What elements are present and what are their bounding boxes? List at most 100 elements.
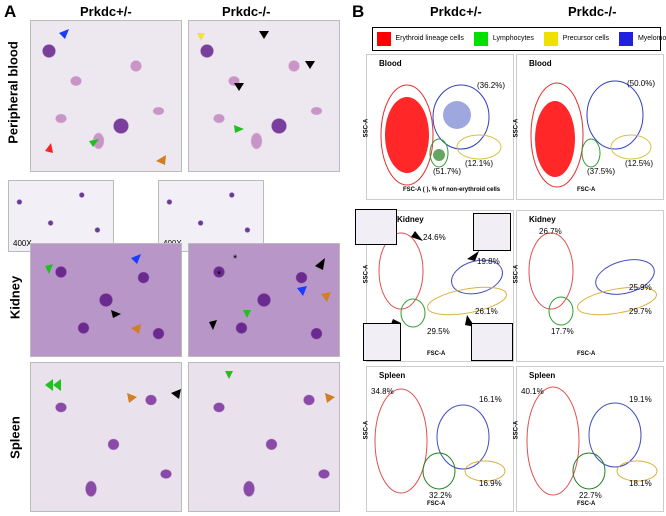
green-arrowhead-icon xyxy=(243,310,251,318)
green-arrowhead-icon xyxy=(225,371,233,379)
legend-swatch-erythroid xyxy=(377,32,391,46)
pct-precursor: 29.7% xyxy=(629,307,652,316)
y-axis-label: SSC-A xyxy=(363,118,370,138)
orange-arrowhead-icon xyxy=(156,155,166,165)
pct-precursor: 16.9% xyxy=(479,479,502,488)
green-arrowhead-icon xyxy=(234,125,244,133)
row-label-spleen: Spleen xyxy=(7,416,23,459)
plot-title: Kidney xyxy=(529,215,556,224)
flow-plot-svg xyxy=(380,84,502,186)
pct-myelomonocytes: 19.1% xyxy=(629,395,652,404)
black-arrowhead-icon xyxy=(315,258,325,270)
row-label-kidney: Kidney xyxy=(7,275,23,320)
orange-arrowhead-icon xyxy=(127,393,137,403)
orange-arrowhead-icon xyxy=(131,324,141,334)
pct-lymphocytes: 32.2% xyxy=(429,491,452,500)
flow-plot-spleen-het: Spleen 34.8% 16.1% 16.9% 32.2% SSC-A FSC… xyxy=(363,366,514,512)
flow-plot-blood-het: Blood (36.2%) (12.1%) (51.7%) SSC-A FSC-… xyxy=(363,54,514,200)
flow-plot-svg xyxy=(526,386,658,496)
micrograph-kidney-het xyxy=(30,243,182,357)
plot-title: Blood xyxy=(529,59,552,68)
micrograph-blood-het xyxy=(30,20,182,172)
micrograph-kidney-ko-lowmag: 400X xyxy=(158,180,264,252)
flow-plot-spleen-ko: Spleen 40.1% 19.1% 18.1% 22.7% SSC-A FSC… xyxy=(513,366,664,512)
inset-precursor-cells xyxy=(471,323,513,361)
flow-plot-svg xyxy=(374,388,506,494)
legend-label-myelomonocytes: Myelomonocytes xyxy=(637,35,666,42)
blue-arrowhead-icon xyxy=(131,254,141,264)
pct-lymphocytes: (37.5%) xyxy=(587,167,616,176)
plot-title: Spleen xyxy=(529,371,556,380)
y-axis-label: SSC-A xyxy=(363,420,370,440)
blue-arrowhead-icon xyxy=(297,286,307,296)
legend-label-lymphocytes: Lymphocytes xyxy=(492,35,534,42)
x-axis-label: FSC-A xyxy=(577,187,596,193)
pct-myelomonocytes: 25.9% xyxy=(629,283,652,292)
yellow-arrowhead-icon xyxy=(197,33,205,41)
green-arrowhead-icon xyxy=(45,264,53,274)
y-axis-label: SSC-A xyxy=(363,264,370,284)
pct-lymphocytes: 29.5% xyxy=(427,327,450,336)
pct-lymphocytes: 22.7% xyxy=(579,491,602,500)
pct-myelomonocytes: 16.1% xyxy=(479,395,502,404)
micrograph-kidney-ko: * * xyxy=(188,243,340,357)
orange-arrowhead-icon xyxy=(325,393,335,403)
blue-arrowhead-icon xyxy=(59,29,69,39)
micrograph-spleen-ko xyxy=(188,362,340,512)
black-arrowhead-icon xyxy=(305,61,315,69)
flow-plot-kidney-ko: Kidney 26.7% 25.9% 29.7% 17.7% SSC-A FSC… xyxy=(513,210,664,362)
flow-plot-svg xyxy=(530,80,652,188)
y-axis-label: SSC-A xyxy=(513,118,520,138)
x-axis-label: FSC-A xyxy=(577,501,596,507)
pct-lymphocytes: (51.7%) xyxy=(433,167,462,176)
panel-a-col1-header: Prkdc+/- xyxy=(80,4,132,19)
orange-arrowhead-icon xyxy=(321,292,331,302)
inset-erythroid-cells xyxy=(355,209,397,245)
arrowheads-blood-het xyxy=(45,29,166,165)
legend-label-precursor: Precursor cells xyxy=(562,35,610,42)
pct-erythroid: 26.7% xyxy=(539,227,562,236)
panel-a-col2-header: Prkdc-/- xyxy=(222,4,271,19)
micrograph-kidney-het-lowmag: 400X xyxy=(8,180,114,252)
flow-plot-kidney-het: Kidney 24.6% 19.8% 26.1% 29.5% SSC-A FSC… xyxy=(355,209,514,362)
x-axis-label: FSC-A xyxy=(577,351,596,357)
arrowheads-spleen-ko xyxy=(225,371,335,403)
x-axis-label: FSC-A xyxy=(427,351,446,357)
y-axis-label: SSC-A xyxy=(513,420,520,440)
arrowheads-spleen-het xyxy=(45,379,181,403)
red-arrowhead-icon xyxy=(45,143,53,153)
green-arrowhead-icon xyxy=(89,139,99,147)
panel-b-letter: B xyxy=(352,2,365,21)
black-arrowhead-icon xyxy=(111,310,121,318)
black-arrowhead-icon xyxy=(259,31,269,39)
plot-title: Blood xyxy=(379,59,402,68)
pct-precursor: 26.1% xyxy=(475,307,498,316)
pct-myelomonocytes: (50.0%) xyxy=(627,79,656,88)
pct-erythroid: 40.1% xyxy=(521,387,544,396)
legend-swatch-precursor xyxy=(544,32,559,46)
legend: Erythroid lineage cells Lymphocytes Prec… xyxy=(372,27,666,51)
panel-a-letter: A xyxy=(4,2,17,21)
pct-precursor: (12.5%) xyxy=(625,159,654,168)
pct-myelomonocytes: (36.2%) xyxy=(477,81,506,90)
panel-b-col1-header: Prkdc+/- xyxy=(430,4,482,19)
arrow-icon xyxy=(411,231,423,241)
legend-swatch-myelomonocytes xyxy=(619,32,634,46)
arrowheads-kidney-ko: * * xyxy=(209,253,331,330)
panel-b-col2-header: Prkdc-/- xyxy=(568,4,617,19)
black-arrowhead-icon xyxy=(171,389,181,399)
green-arrowhead-icon xyxy=(53,379,61,391)
micrograph-blood-ko xyxy=(188,20,340,172)
y-axis-label: SSC-A xyxy=(513,264,520,284)
x-axis-label: FSC-A xyxy=(427,501,446,507)
black-arrowhead-icon xyxy=(234,83,244,91)
asterisk-icon: * xyxy=(217,269,222,281)
flow-plot-svg xyxy=(528,232,657,326)
plot-title: Kidney xyxy=(397,215,424,224)
pct-lymphocytes: 17.7% xyxy=(551,327,574,336)
arrow-icon xyxy=(467,251,479,261)
legend-swatch-lymphocytes xyxy=(474,32,489,46)
arrowheads-kidney-het xyxy=(45,254,141,334)
plot-title: Spleen xyxy=(379,371,406,380)
pct-myelomonocytes: 19.8% xyxy=(477,257,500,266)
